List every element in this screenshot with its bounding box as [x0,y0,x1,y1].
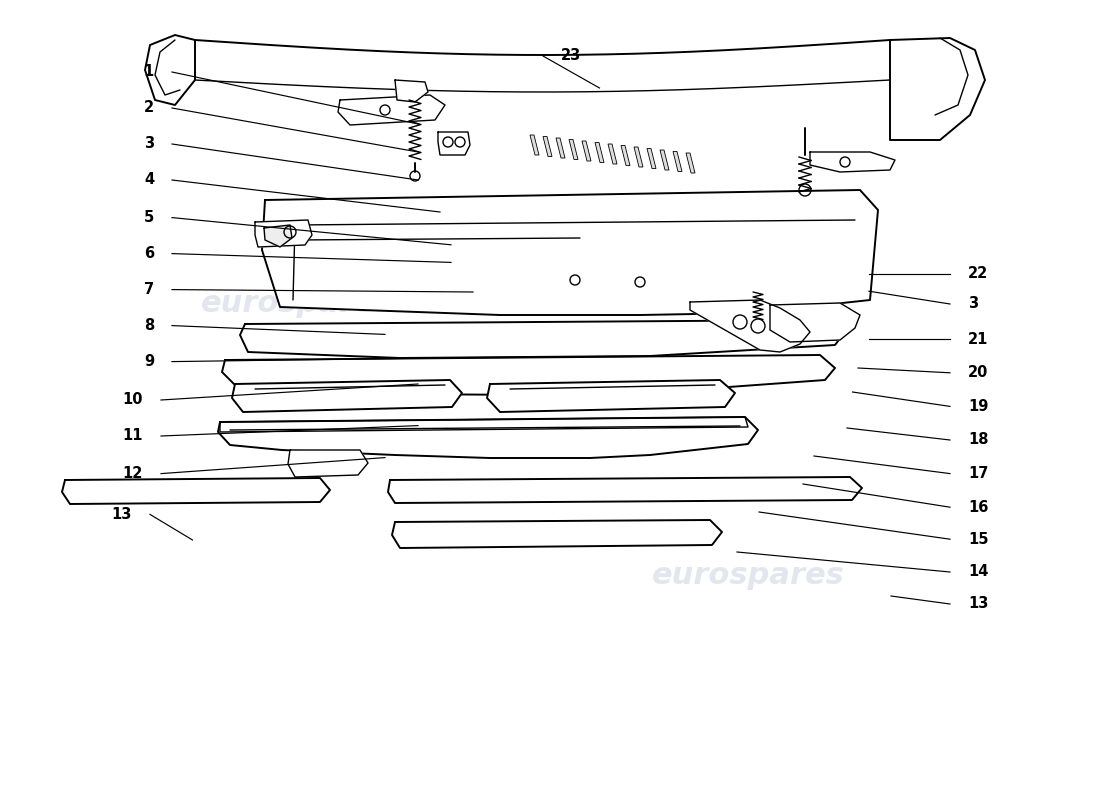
Polygon shape [438,132,470,155]
Text: 23: 23 [561,49,581,63]
Text: eurospares: eurospares [200,290,394,318]
Polygon shape [288,450,368,477]
Text: 14: 14 [968,565,989,579]
Polygon shape [487,380,735,412]
Polygon shape [218,417,758,458]
Text: 21: 21 [968,332,989,346]
Text: 10: 10 [122,393,143,407]
Polygon shape [392,520,722,548]
Polygon shape [686,153,695,173]
Text: 18: 18 [968,433,989,447]
Text: 3: 3 [968,297,978,311]
Polygon shape [220,417,748,432]
Text: 8: 8 [144,318,154,333]
Polygon shape [673,151,682,171]
Polygon shape [255,220,312,247]
Polygon shape [338,95,446,125]
Polygon shape [890,38,984,140]
Text: 19: 19 [968,399,989,414]
Polygon shape [647,149,656,169]
Text: 4: 4 [144,173,154,187]
Text: eurospares: eurospares [585,210,779,238]
Text: 6: 6 [144,246,154,261]
Polygon shape [770,303,860,342]
Text: eurospares: eurospares [651,562,845,590]
Text: 11: 11 [122,429,143,443]
Polygon shape [556,138,565,158]
Text: 9: 9 [144,354,154,369]
Polygon shape [582,141,591,161]
Polygon shape [660,150,669,170]
Polygon shape [388,477,862,503]
Polygon shape [145,35,195,105]
Polygon shape [262,190,878,315]
Polygon shape [621,146,630,166]
Polygon shape [690,300,810,352]
Text: 20: 20 [968,366,989,380]
Text: 2: 2 [144,101,154,115]
Polygon shape [264,225,292,247]
Polygon shape [232,380,462,412]
Text: 5: 5 [144,210,154,225]
Text: 15: 15 [968,532,989,546]
Text: 13: 13 [111,507,132,522]
Text: 12: 12 [122,466,143,481]
Text: 3: 3 [144,137,154,151]
Polygon shape [543,137,552,157]
Polygon shape [595,142,604,162]
Text: 22: 22 [968,266,988,281]
Polygon shape [530,135,539,155]
Text: 16: 16 [968,500,989,514]
Polygon shape [240,320,845,358]
Polygon shape [62,478,330,504]
Text: 17: 17 [968,466,989,481]
Polygon shape [222,355,835,395]
Text: 7: 7 [144,282,154,297]
Text: 13: 13 [968,597,989,611]
Polygon shape [810,152,895,172]
Text: 1: 1 [144,65,154,79]
Polygon shape [608,144,617,164]
Polygon shape [395,80,428,102]
Polygon shape [569,139,578,159]
Polygon shape [634,147,643,167]
